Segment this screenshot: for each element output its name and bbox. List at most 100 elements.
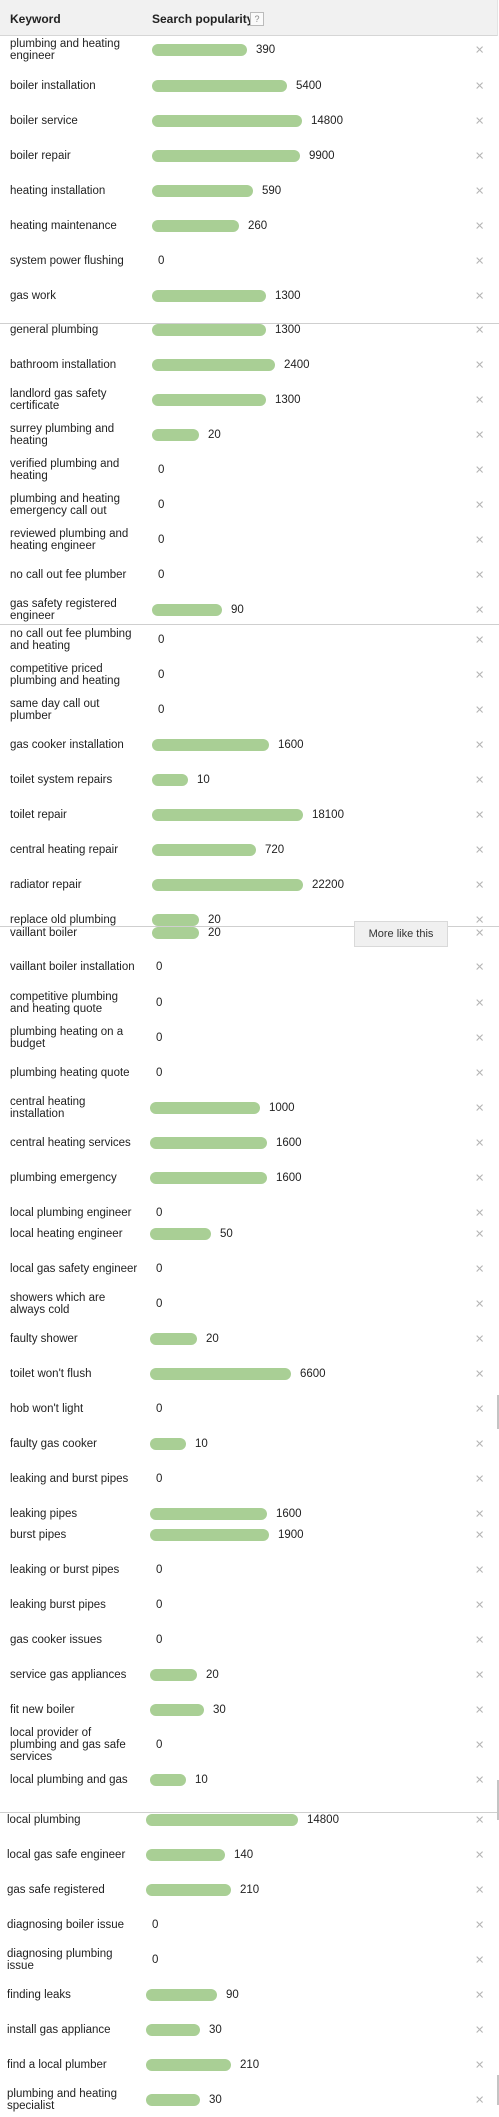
remove-icon[interactable]: × — [475, 876, 484, 894]
remove-icon[interactable]: × — [475, 1064, 484, 1082]
remove-icon[interactable]: × — [475, 666, 484, 684]
table-row: finding leaks 90 × — [0, 1978, 499, 2012]
popularity-bar — [150, 1508, 267, 1520]
remove-icon[interactable]: × — [475, 1029, 484, 1047]
remove-icon[interactable]: × — [475, 1666, 484, 1684]
keyword-label: competitive priced plumbing and heating — [10, 663, 120, 687]
remove-icon[interactable]: × — [475, 1169, 484, 1187]
remove-icon[interactable]: × — [475, 736, 484, 754]
table-row: local heating engineer 50 × — [0, 1217, 499, 1251]
popularity-value: 1900 — [278, 1529, 304, 1541]
remove-icon[interactable]: × — [475, 1561, 484, 1579]
remove-icon[interactable]: × — [475, 1204, 484, 1222]
remove-icon[interactable]: × — [475, 841, 484, 859]
remove-icon[interactable]: × — [475, 391, 484, 409]
scrollbar-thumb[interactable] — [497, 2075, 499, 2105]
remove-icon[interactable]: × — [475, 252, 484, 270]
remove-icon[interactable]: × — [475, 924, 484, 942]
table-row: diagnosing plumbing issue 0 × — [0, 1943, 499, 1977]
remove-icon[interactable]: × — [475, 112, 484, 130]
remove-icon[interactable]: × — [475, 958, 484, 976]
remove-icon[interactable]: × — [475, 1505, 484, 1523]
remove-icon[interactable]: × — [475, 631, 484, 649]
remove-icon[interactable]: × — [475, 1846, 484, 1864]
remove-icon[interactable]: × — [475, 1260, 484, 1278]
table-row: leaking burst pipes 0 × — [0, 1588, 499, 1622]
remove-icon[interactable]: × — [475, 601, 484, 619]
table-row: gas work 1300 × — [0, 279, 499, 313]
remove-icon[interactable]: × — [475, 321, 484, 339]
popularity-bar — [152, 150, 300, 162]
keyword-label: central heating services — [10, 1137, 131, 1149]
remove-icon[interactable]: × — [475, 1701, 484, 1719]
popularity-value: 1600 — [276, 1508, 302, 1520]
remove-icon[interactable]: × — [475, 566, 484, 584]
remove-icon[interactable]: × — [475, 1771, 484, 1789]
popularity-value: 0 — [158, 534, 165, 546]
remove-icon[interactable]: × — [475, 1435, 484, 1453]
remove-icon[interactable]: × — [475, 1881, 484, 1899]
popularity-value: 0 — [158, 255, 165, 267]
remove-icon[interactable]: × — [475, 1811, 484, 1829]
remove-icon[interactable]: × — [475, 1365, 484, 1383]
popularity-value: 20 — [208, 429, 221, 441]
table-row: leaking and burst pipes 0 × — [0, 1462, 499, 1496]
popularity-value: 20 — [206, 1333, 219, 1345]
remove-icon[interactable]: × — [475, 1631, 484, 1649]
remove-icon[interactable]: × — [475, 1951, 484, 1969]
popularity-value: 20 — [208, 914, 221, 926]
remove-icon[interactable]: × — [475, 1099, 484, 1117]
remove-icon[interactable]: × — [475, 147, 484, 165]
remove-icon[interactable]: × — [475, 531, 484, 549]
remove-icon[interactable]: × — [475, 2021, 484, 2039]
remove-icon[interactable]: × — [475, 496, 484, 514]
remove-icon[interactable]: × — [475, 1916, 484, 1934]
remove-icon[interactable]: × — [475, 2091, 484, 2109]
keyword-label: showers which are always cold — [10, 1292, 106, 1316]
keyword-label: gas cooker issues — [10, 1634, 103, 1646]
remove-icon[interactable]: × — [475, 1225, 484, 1243]
remove-icon[interactable]: × — [475, 77, 484, 95]
remove-icon[interactable]: × — [475, 806, 484, 824]
remove-icon[interactable]: × — [475, 1986, 484, 2004]
keyword-label: verified plumbing and heating — [10, 458, 120, 482]
remove-icon[interactable]: × — [475, 2056, 484, 2074]
keyword-label: burst pipes — [10, 1529, 67, 1541]
popularity-value: 30 — [209, 2094, 222, 2106]
remove-icon[interactable]: × — [475, 1295, 484, 1313]
remove-icon[interactable]: × — [475, 994, 484, 1012]
remove-icon[interactable]: × — [475, 701, 484, 719]
remove-icon[interactable]: × — [475, 41, 484, 59]
remove-icon[interactable]: × — [475, 1330, 484, 1348]
remove-icon[interactable]: × — [475, 1736, 484, 1754]
keyword-label: boiler installation — [10, 80, 96, 92]
remove-icon[interactable]: × — [475, 911, 484, 929]
remove-icon[interactable]: × — [475, 1526, 484, 1544]
help-icon[interactable]: ? — [250, 12, 264, 26]
keyword-label: system power flushing — [10, 255, 124, 267]
remove-icon[interactable]: × — [475, 1134, 484, 1152]
popularity-bar — [150, 1704, 204, 1716]
popularity-value: 1000 — [269, 1102, 295, 1114]
remove-icon[interactable]: × — [475, 426, 484, 444]
remove-icon[interactable]: × — [475, 356, 484, 374]
more-like-this-button[interactable]: More like this — [354, 921, 448, 947]
remove-icon[interactable]: × — [475, 1596, 484, 1614]
remove-icon[interactable]: × — [475, 461, 484, 479]
remove-icon[interactable]: × — [475, 182, 484, 200]
popularity-value: 210 — [240, 2059, 260, 2071]
popularity-value: 1300 — [275, 394, 301, 406]
remove-icon[interactable]: × — [475, 217, 484, 235]
scrollbar-thumb[interactable] — [497, 1395, 499, 1429]
remove-icon[interactable]: × — [475, 1400, 484, 1418]
table-row: leaking or burst pipes 0 × — [0, 1553, 499, 1587]
scrollbar-thumb[interactable] — [497, 1780, 499, 1820]
popularity-bar — [152, 844, 256, 856]
table-row: system power flushing 0 × — [0, 244, 499, 278]
popularity-value: 1300 — [275, 324, 301, 336]
remove-icon[interactable]: × — [475, 771, 484, 789]
keyword-label: local heating engineer — [10, 1228, 123, 1240]
remove-icon[interactable]: × — [475, 1470, 484, 1488]
remove-icon[interactable]: × — [475, 287, 484, 305]
popularity-bar — [150, 1137, 267, 1149]
